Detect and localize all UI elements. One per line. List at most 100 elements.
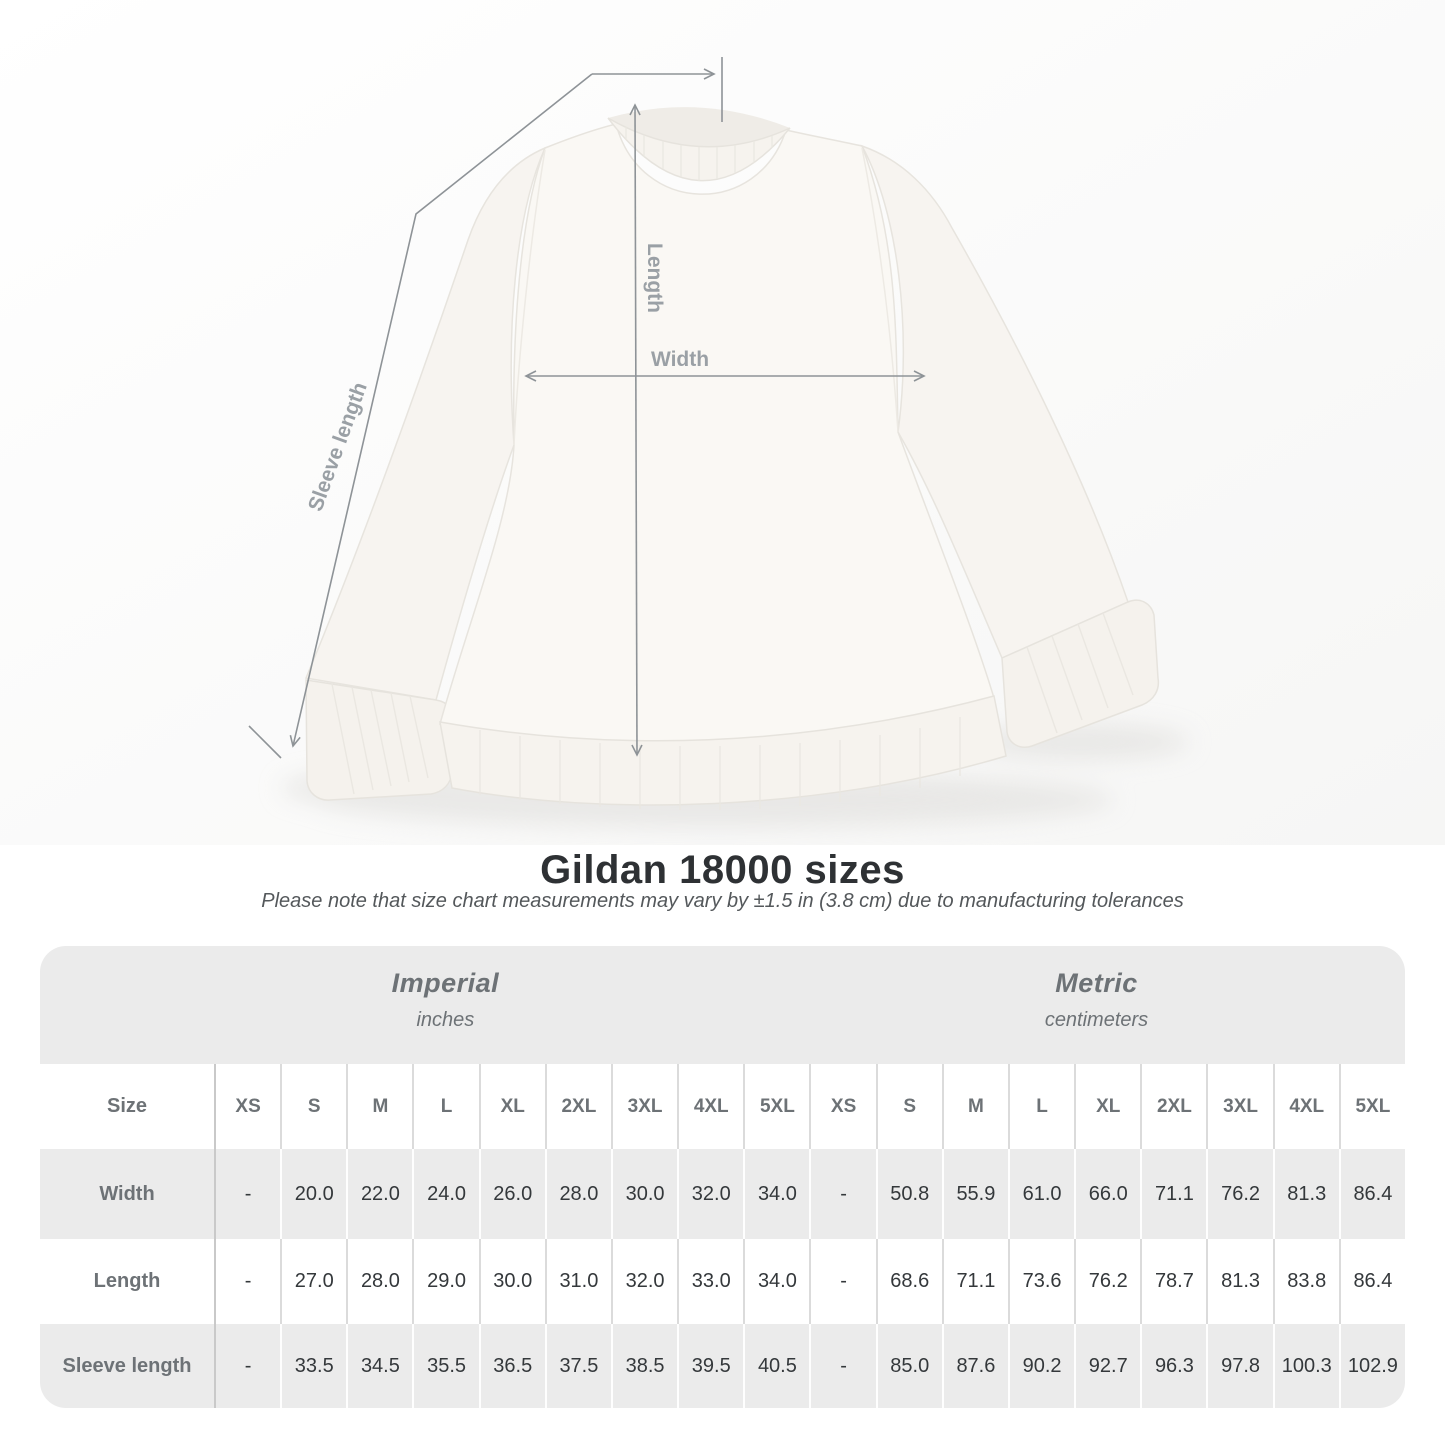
size-header-cell: L (412, 1064, 479, 1149)
left-seam (513, 149, 546, 446)
units-header: Imperial inches Metric centimeters (40, 946, 1405, 1064)
value-cell: 30.0 (478, 1239, 545, 1324)
value-cell: 96.3 (1140, 1324, 1206, 1408)
collar (607, 107, 791, 182)
value-cell: 66.0 (1074, 1149, 1140, 1239)
value-cell: 71.1 (1140, 1149, 1206, 1239)
length-arrow (629, 103, 643, 757)
value-cell: 68.6 (875, 1239, 942, 1324)
length-label: Length (643, 243, 666, 313)
page-title: Gildan 18000 sizes (540, 848, 905, 892)
size-header-cell: 5XL (743, 1064, 810, 1149)
value-cell: 81.3 (1272, 1149, 1339, 1239)
value-cell: - (214, 1239, 281, 1324)
value-cell: 34.0 (743, 1239, 810, 1324)
imperial-title: Imperial (391, 968, 500, 998)
value-cell: 22.0 (346, 1149, 412, 1239)
imperial-header: Imperial inches (392, 968, 500, 1032)
value-cell: 73.6 (1007, 1239, 1075, 1324)
value-cell: - (809, 1149, 875, 1239)
value-cell: 87.6 (941, 1324, 1008, 1408)
value-cell: 38.5 (610, 1324, 677, 1408)
value-cell: 40.5 (743, 1324, 809, 1408)
value-cell: 26.0 (478, 1149, 545, 1239)
value-cell: 83.8 (1272, 1239, 1339, 1324)
value-cell: 36.5 (478, 1324, 545, 1408)
value-cell: 37.5 (544, 1324, 611, 1408)
product-diagram: Length Width Sleeve length (0, 0, 1445, 845)
value-cell: 100.3 (1272, 1324, 1339, 1408)
size-header-cell: XL (478, 1064, 545, 1149)
value-cell: 85.0 (875, 1324, 942, 1408)
value-cell: 86.4 (1338, 1149, 1405, 1239)
value-cell: 28.0 (544, 1149, 611, 1239)
value-cell: 28.0 (346, 1239, 413, 1324)
size-header-cell: S (280, 1064, 347, 1149)
torso (439, 123, 995, 743)
row-label-cell: Sleeve length (62, 1354, 192, 1377)
value-cell: 92.7 (1074, 1324, 1140, 1408)
row-label-cell: Length (40, 1239, 214, 1324)
size-column-header: Size (40, 1064, 214, 1149)
value-cell: 97.8 (1206, 1324, 1272, 1408)
size-header-cell: 3XL (1206, 1064, 1273, 1149)
size-header-cell: L (1007, 1064, 1075, 1149)
value-cell: 30.0 (610, 1149, 677, 1239)
metric-subtitle: centimeters (1044, 1009, 1149, 1031)
value-cell: 32.0 (677, 1149, 743, 1239)
value-cell: - (809, 1239, 876, 1324)
right-seam (861, 147, 899, 433)
size-header-cell: XS (214, 1064, 281, 1149)
value-cell: 33.5 (280, 1324, 346, 1408)
size-header-cell: M (346, 1064, 413, 1149)
value-cell: 50.8 (875, 1149, 942, 1239)
size-header-cell: 4XL (1272, 1064, 1339, 1149)
value-cell: 86.4 (1338, 1239, 1405, 1324)
value-cell: 20.0 (280, 1149, 346, 1239)
value-cell: 55.9 (941, 1149, 1008, 1239)
width-label: Width (651, 348, 709, 371)
value-cell: 71.1 (941, 1239, 1008, 1324)
value-cell: 81.3 (1206, 1239, 1273, 1324)
size-header-cell: XS (809, 1064, 876, 1149)
value-cell: 29.0 (412, 1239, 479, 1324)
size-header-cell: 4XL (677, 1064, 744, 1149)
value-cell: 76.2 (1206, 1149, 1272, 1239)
value-cell: - (214, 1149, 280, 1239)
metric-header: Metric centimeters (1045, 968, 1148, 1032)
size-table: Size XS S M L XL 2XL 3XL 4XL 5XL XS S M L XL 2XL 3XL 4XL 5… (40, 1064, 1405, 1408)
value-cell: 102.9 (1338, 1324, 1405, 1408)
sweatshirt-illustration (280, 107, 1190, 828)
size-header-cell: XL (1074, 1064, 1141, 1149)
value-cell: 33.0 (677, 1239, 744, 1324)
value-cell: - (214, 1324, 280, 1408)
imperial-subtitle: inches (416, 1009, 475, 1031)
value-cell: 24.0 (412, 1149, 478, 1239)
value-cell: 78.7 (1140, 1239, 1207, 1324)
value-cell: 90.2 (1007, 1324, 1074, 1408)
value-cell: 76.2 (1074, 1239, 1141, 1324)
hem-band (439, 695, 1007, 810)
value-cell: 32.0 (610, 1239, 678, 1324)
size-header-cell: 2XL (1140, 1064, 1207, 1149)
size-header-cell: 3XL (610, 1064, 678, 1149)
value-cell: 35.5 (412, 1324, 478, 1408)
size-diagram: Length Width Sleeve length (0, 0, 1445, 845)
size-header-cell: M (941, 1064, 1008, 1149)
value-cell: 34.5 (346, 1324, 412, 1408)
size-header-cell: S (875, 1064, 942, 1149)
value-cell: 31.0 (544, 1239, 611, 1324)
measurement-lines (248, 57, 926, 759)
size-header-cell: 2XL (544, 1064, 611, 1149)
bottom-end-tick (248, 725, 282, 759)
value-cell: 39.5 (677, 1324, 743, 1408)
tolerance-note: Please note that size chart measurements… (261, 890, 1184, 912)
right-cuff (1001, 599, 1160, 748)
metric-title: Metric (1055, 968, 1138, 998)
row-label-cell: Width (99, 1182, 155, 1205)
value-cell: - (809, 1324, 875, 1408)
sleeve-length-arrow (289, 73, 593, 748)
size-table-card: Imperial inches Metric centimeters Size X… (40, 946, 1405, 1408)
value-cell: 27.0 (280, 1239, 347, 1324)
